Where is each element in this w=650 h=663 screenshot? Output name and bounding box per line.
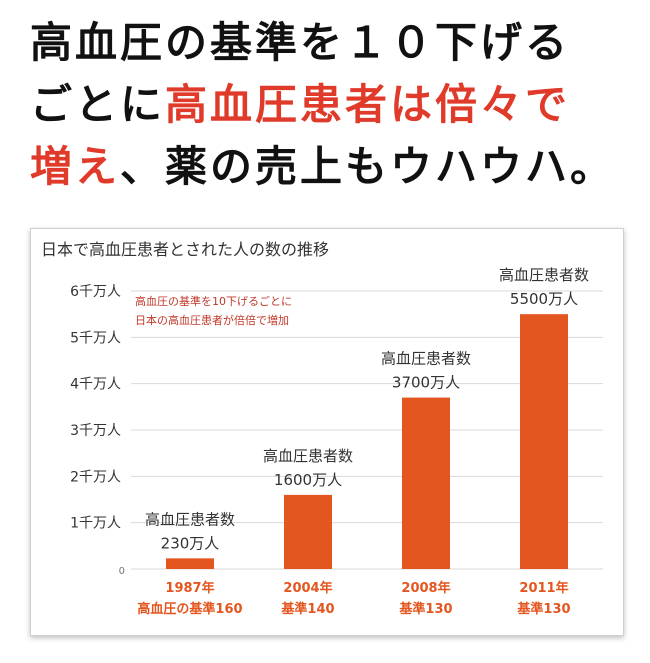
data-label-value: 230万人 bbox=[161, 534, 220, 552]
headline: 高血圧の基準を１０下げる ごとに高血圧患者は倍々で 増え、薬の売上もウハウハ。 bbox=[30, 12, 630, 198]
x-tick-label: 2008年 bbox=[401, 580, 450, 596]
data-label-title: 高血圧患者数 bbox=[499, 266, 589, 284]
data-label-title: 高血圧患者数 bbox=[145, 510, 235, 528]
data-label-value: 1600万人 bbox=[274, 471, 342, 489]
annotation-text: 高血圧の基準を10下げるごとに bbox=[135, 294, 292, 308]
data-label-title: 高血圧患者数 bbox=[381, 350, 471, 368]
y-tick-label: 0 bbox=[119, 566, 125, 577]
y-tick-label: 1千万人 bbox=[70, 516, 121, 532]
x-tick-sublabel: 基準130 bbox=[516, 601, 570, 617]
headline-text: 、薬の売上もウハウハ。 bbox=[120, 142, 616, 191]
x-tick-sublabel: 基準130 bbox=[398, 601, 452, 617]
bar bbox=[166, 558, 214, 569]
bar bbox=[402, 397, 450, 569]
bar bbox=[520, 314, 568, 569]
bar-chart: 日本で高血圧患者とされた人の数の推移 0 1千万人 2千万人 3千万人 4千万人 5千万人 6… bbox=[41, 240, 603, 617]
headline-line-1: 高血圧の基準を１０下げる bbox=[30, 12, 630, 74]
y-tick-label: 6千万人 bbox=[70, 284, 121, 300]
headline-text: ごとに bbox=[30, 80, 166, 129]
y-tick-label: 5千万人 bbox=[70, 330, 121, 346]
y-tick-label: 3千万人 bbox=[70, 423, 121, 439]
headline-highlight: 高血圧患者は倍々で bbox=[165, 80, 571, 129]
x-tick-label: 1987年 bbox=[165, 580, 214, 596]
bar bbox=[284, 494, 332, 569]
headline-highlight: 増え bbox=[30, 142, 121, 191]
data-label-value: 5500万人 bbox=[510, 290, 578, 308]
y-tick-label: 2千万人 bbox=[70, 469, 121, 485]
annotation-text: 日本の高血圧患者が倍倍で増加 bbox=[135, 313, 289, 327]
chart-card: 日本で高血圧患者とされた人の数の推移 0 1千万人 2千万人 3千万人 4千万人 5千万人 6… bbox=[30, 228, 624, 636]
x-tick-sublabel: 基準140 bbox=[280, 601, 334, 617]
x-tick-label: 2011年 bbox=[519, 580, 568, 596]
y-tick-label: 4千万人 bbox=[70, 377, 121, 393]
x-tick-sublabel: 高血圧の基準160 bbox=[137, 601, 242, 617]
chart-title: 日本で高血圧患者とされた人の数の推移 bbox=[41, 240, 329, 259]
data-label-title: 高血圧患者数 bbox=[263, 447, 353, 465]
headline-text: 高血圧の基準を１０下げる bbox=[30, 18, 571, 67]
x-tick-label: 2004年 bbox=[283, 580, 332, 596]
headline-line-2: ごとに高血圧患者は倍々で bbox=[30, 74, 630, 136]
headline-line-3: 増え、薬の売上もウハウハ。 bbox=[30, 136, 630, 198]
data-label-value: 3700万人 bbox=[392, 374, 460, 392]
